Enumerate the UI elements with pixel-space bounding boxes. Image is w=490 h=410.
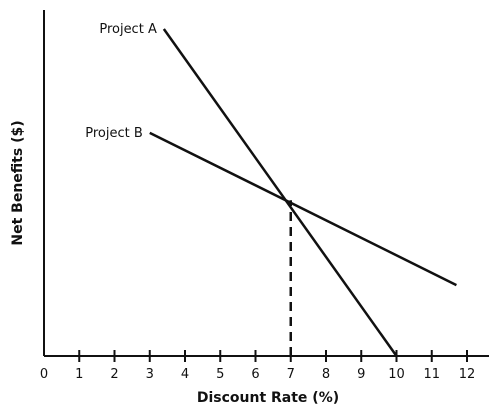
x-tick-label-6: 6	[251, 367, 259, 382]
y-axis-title: Net Benefits ($)	[10, 120, 26, 245]
x-tick-labels: 0 1 2 3 4 5 6 7 8 9 10 11 12	[40, 367, 475, 382]
x-tick-label-10: 10	[388, 367, 405, 382]
series-lines	[149, 28, 457, 357]
x-tick-label-12: 12	[459, 367, 476, 382]
x-ticks	[78, 350, 468, 362]
x-tick-label-7: 7	[287, 367, 295, 382]
x-tick-label-5: 5	[216, 367, 224, 382]
series-labels: Project A Project B	[85, 22, 157, 141]
series-line-project-b	[149, 131, 457, 287]
x-tick-label-8: 8	[322, 367, 330, 382]
axes	[43, 10, 489, 357]
series-label-project-a: Project A	[99, 22, 157, 37]
x-tick-label-4: 4	[181, 367, 189, 382]
x-axis-title: Discount Rate (%)	[197, 390, 339, 406]
x-tick-label-2: 2	[110, 367, 118, 382]
series-line-project-a	[162, 28, 398, 357]
x-tick-label-1: 1	[75, 367, 83, 382]
series-label-project-b: Project B	[85, 126, 143, 141]
x-tick-label-3: 3	[146, 367, 154, 382]
x-tick-label-11: 11	[423, 367, 440, 382]
x-tick-label-9: 9	[357, 367, 365, 382]
x-tick-label-0: 0	[40, 367, 48, 382]
